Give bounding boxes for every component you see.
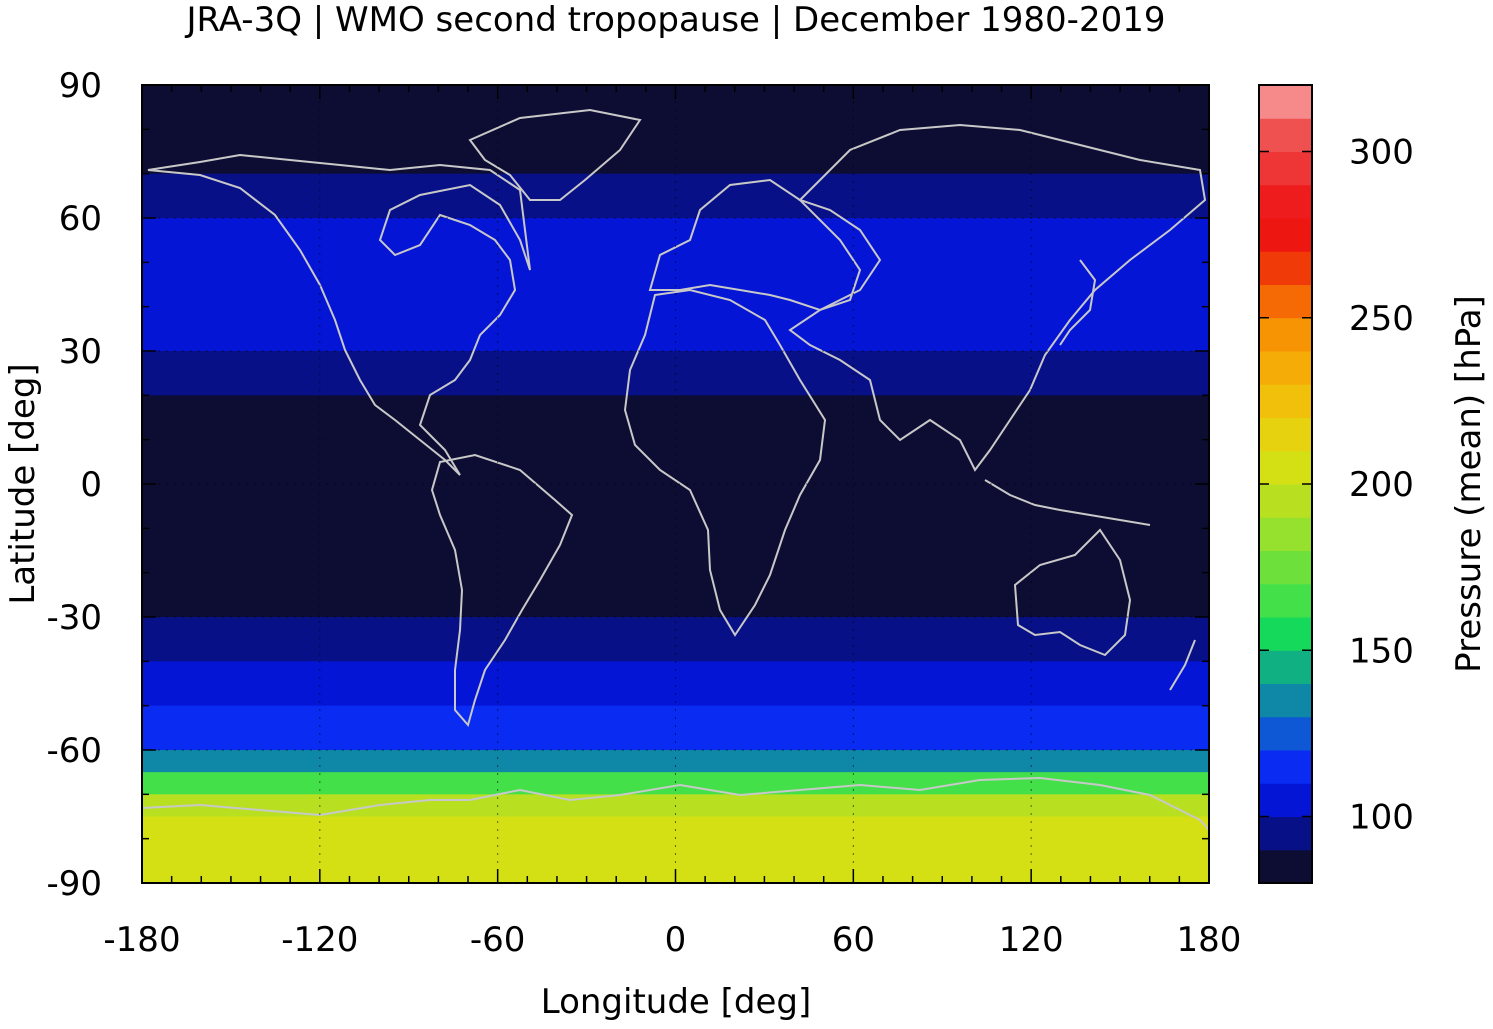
y-tick-label: 0: [80, 465, 102, 505]
colorbar-swatch: [1259, 251, 1312, 285]
pressure-band: [142, 173, 1209, 219]
colorbar-swatch: [1259, 284, 1312, 319]
y-tick-label: 30: [59, 332, 102, 372]
colorbar-swatch: [1259, 85, 1312, 119]
colorbar-swatch: [1259, 184, 1312, 219]
colorbar-swatch: [1259, 417, 1312, 452]
x-tick-label: 0: [665, 920, 687, 960]
colorbar-tick-label: 300: [1349, 133, 1414, 173]
colorbar-swatch: [1259, 484, 1312, 518]
colorbar-swatch: [1259, 716, 1312, 751]
colorbar-tick-label: 150: [1349, 631, 1414, 671]
y-tick-label: -30: [46, 598, 102, 638]
pressure-band: [142, 395, 1209, 441]
colorbar-swatch: [1259, 118, 1312, 152]
coastlines: [142, 108, 1209, 831]
x-axis-label: Longitude [deg]: [541, 982, 812, 1022]
y-tick-label: 60: [59, 199, 102, 239]
y-tick-label: -90: [46, 864, 102, 904]
x-tick-label: -60: [470, 920, 526, 960]
coast-europe: [648, 178, 862, 312]
pressure-band: [142, 306, 1209, 352]
x-tick-label: 60: [832, 920, 875, 960]
pressure-band: [142, 218, 1209, 263]
colorbar-label: Pressure (mean) [hPa]: [1449, 295, 1489, 673]
x-tick-label: 120: [999, 920, 1064, 960]
colorbar-swatch: [1259, 351, 1312, 385]
colorbar-tick-label: 250: [1349, 299, 1414, 339]
coast-australia: [1013, 528, 1132, 657]
x-tick-label: -120: [281, 920, 358, 960]
grid-lines: [142, 85, 1209, 883]
colorbar-swatch: [1259, 816, 1312, 851]
tick-marks: [141, 84, 1210, 884]
colorbar-swatch: [1259, 617, 1312, 651]
pressure-band: [142, 816, 1209, 840]
y-tick-label: 90: [59, 66, 102, 106]
pressure-band: [142, 661, 1209, 707]
colorbar-swatch: [1259, 151, 1312, 186]
chart-title: JRA-3Q | WMO second tropopause | Decembe…: [185, 0, 1166, 40]
y-tick-label: -60: [46, 731, 102, 771]
coast-south-america: [430, 453, 574, 728]
colorbar-tick-label: 200: [1349, 465, 1414, 505]
coast-asia: [788, 123, 1207, 472]
pressure-band: [142, 617, 1209, 662]
colorbar-swatch: [1259, 384, 1312, 418]
pressure-band: [142, 772, 1209, 795]
coast-japan: [1059, 259, 1097, 346]
pressure-band: [142, 838, 1209, 862]
colorbar-tick-labels: 300 250 200 150 100: [1259, 133, 1414, 838]
x-tick-label: -180: [103, 920, 180, 960]
colorbar-swatch: [1259, 517, 1312, 551]
pressure-band: [142, 750, 1209, 773]
colorbar: [1259, 85, 1312, 884]
coast-greenland: [468, 108, 642, 201]
pressure-band: [142, 129, 1209, 175]
colorbar-swatch: [1259, 683, 1312, 718]
pressure-band: [142, 484, 1209, 529]
colorbar-swatch: [1259, 783, 1312, 817]
colorbar-swatch: [1259, 750, 1312, 784]
colorbar-tick-label: 100: [1349, 798, 1414, 838]
x-tick-labels: -180 -120 -60 0 60 120 180: [103, 920, 1241, 960]
y-axis-label: Latitude [deg]: [3, 363, 43, 604]
coast-new-zealand: [1169, 639, 1196, 691]
coast-north-america: [147, 153, 531, 476]
colorbar-swatch: [1259, 317, 1312, 352]
pressure-band: [142, 705, 1209, 751]
colorbar-swatch: [1259, 849, 1312, 884]
coast-indonesia: [984, 479, 1151, 526]
coast-africa: [623, 288, 827, 637]
pressure-band: [142, 572, 1209, 618]
colorbar-swatch: [1259, 550, 1312, 585]
colorbar-swatch: [1259, 583, 1312, 618]
y-tick-labels: 90 60 30 0 -30 -60 -90: [46, 66, 102, 904]
colorbar-swatch: [1259, 650, 1312, 684]
colorbar-swatch: [1259, 218, 1312, 252]
x-tick-label: 180: [1177, 920, 1242, 960]
colorbar-swatch: [1259, 450, 1312, 485]
